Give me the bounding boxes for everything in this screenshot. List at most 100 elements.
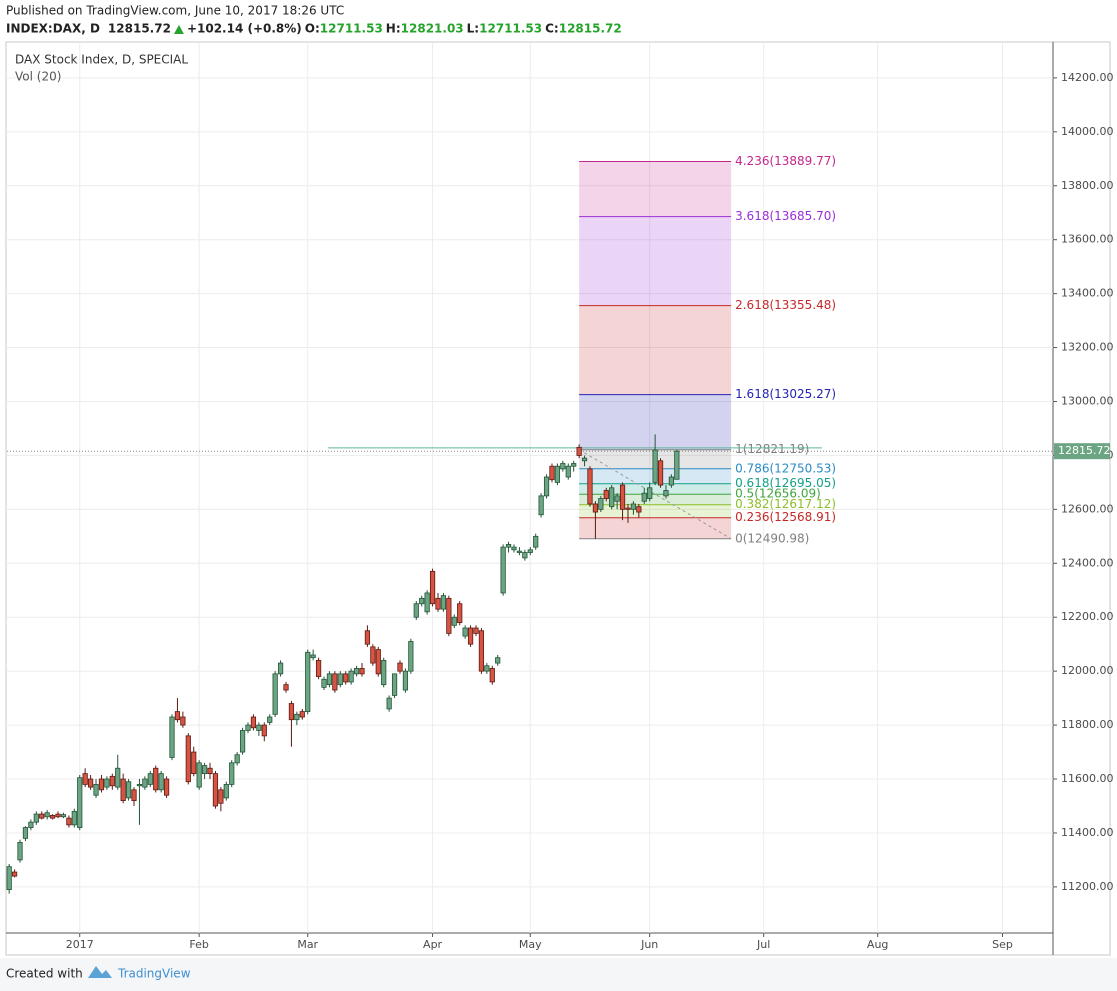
candle-body (125, 781, 132, 799)
ohlc-value: 12815.72 (559, 22, 622, 36)
candle-body (446, 597, 452, 634)
candle-body (641, 492, 647, 502)
candle-body (39, 813, 45, 819)
change: +102.14 (+0.8%) (187, 22, 302, 36)
ohlc-value: 12711.53 (320, 22, 383, 36)
candle-body (381, 659, 387, 686)
x-tick-label: Jun (640, 938, 658, 951)
candle-body (619, 484, 626, 510)
candle-body (147, 773, 153, 785)
candle-body (386, 697, 392, 710)
candle-body (239, 730, 246, 753)
candle-body (49, 815, 56, 819)
symbol-line: INDEX:DAX, D 12815.72 +102.14 (+0.8%) O: 12… (6, 22, 622, 36)
y-tick-label: 13000.00 (1061, 394, 1114, 407)
candle-body (277, 662, 284, 675)
fib-label: 1(12821.19) (735, 442, 809, 456)
candle-body (538, 495, 544, 516)
candle-body (196, 762, 202, 788)
candle-body (169, 716, 175, 758)
candle-body (326, 673, 333, 686)
candle-body (375, 649, 381, 675)
candle-body (174, 711, 181, 721)
candle-body (478, 630, 485, 672)
candle-body (191, 751, 197, 775)
candle-body (614, 495, 620, 502)
candle-body (668, 476, 675, 486)
logo (88, 966, 112, 978)
last-price-label: 12815.72 (1058, 444, 1111, 457)
x-tick-label: Aug (867, 938, 888, 951)
candle-body (674, 450, 680, 480)
fib-label: 0.236(12568.91) (735, 510, 836, 524)
candle-body (201, 765, 208, 775)
candle-body (321, 678, 327, 688)
candle-body (223, 784, 229, 799)
candle-body (256, 724, 262, 731)
ohlc-label: L: (467, 22, 479, 36)
y-tick-label: 13200.00 (1061, 341, 1114, 354)
candle-body (305, 651, 311, 713)
y-tick-label: 13600.00 (1061, 233, 1114, 246)
candle-body (234, 754, 240, 764)
candle-body (516, 550, 523, 553)
y-tick-label: 12400.00 (1061, 556, 1114, 569)
ohlc-value: 12711.53 (479, 22, 542, 36)
candle-body (142, 778, 148, 788)
candle-body (435, 597, 441, 610)
last-price-tag (1054, 443, 1110, 460)
candle-body (17, 841, 23, 861)
candle-body (218, 789, 224, 804)
candle-body (267, 716, 273, 723)
candle-body (571, 463, 577, 467)
candle-body (120, 778, 126, 801)
candle-body (554, 465, 561, 483)
candle-body (451, 616, 457, 626)
y-tick-label: 13800.00 (1061, 179, 1114, 192)
candle-body (522, 552, 528, 559)
candle-body (533, 535, 539, 548)
candle-body (93, 784, 99, 796)
candle-body (359, 668, 365, 675)
candle-body (402, 670, 409, 691)
fib-zone (579, 305, 732, 395)
candle-body (82, 773, 88, 785)
fib-label: 4.236(13889.77) (735, 154, 836, 168)
candle-body (565, 465, 571, 478)
candle-body (294, 713, 300, 721)
plot: 4.236(13889.77) 3.618(13685.70) 2.618(1335… (6, 42, 1053, 933)
published: Published on TradingView.com, June 10, 2… (6, 4, 344, 18)
candle-body (337, 673, 343, 686)
candle-body (527, 549, 533, 553)
price: 12815.72 (108, 22, 171, 36)
candle-body (185, 735, 191, 783)
y-tick-label: 11600.00 (1061, 772, 1114, 785)
symbol: INDEX:DAX, D (6, 22, 100, 36)
fib-label: 0(12490.98) (735, 531, 809, 545)
candle-body (647, 487, 653, 499)
fib-zone (579, 161, 732, 217)
candle-body (560, 463, 566, 470)
candle-body (131, 789, 137, 801)
fib-label: 0.786(12750.53) (735, 461, 836, 475)
y-tick-label: 12600.00 (1061, 502, 1114, 515)
fib-label: 1.618(13025.27) (735, 387, 836, 401)
candle-body (22, 827, 29, 839)
y-tick-label: 11800.00 (1061, 718, 1114, 731)
candle-body (576, 446, 582, 456)
volume-legend: Vol (20) (15, 70, 61, 84)
fib-zone (579, 517, 732, 539)
candle-body (424, 592, 430, 613)
candle-body (104, 778, 110, 788)
footer-bar (0, 958, 1117, 991)
candle-body (505, 544, 512, 548)
candle-body (283, 684, 289, 691)
candle-body (484, 665, 490, 672)
y-tick-label: 12000.00 (1061, 664, 1114, 677)
candle-body (343, 673, 349, 683)
footer-brand: TradingView (117, 967, 191, 981)
candle-body (473, 627, 479, 634)
candle-body (587, 468, 593, 505)
